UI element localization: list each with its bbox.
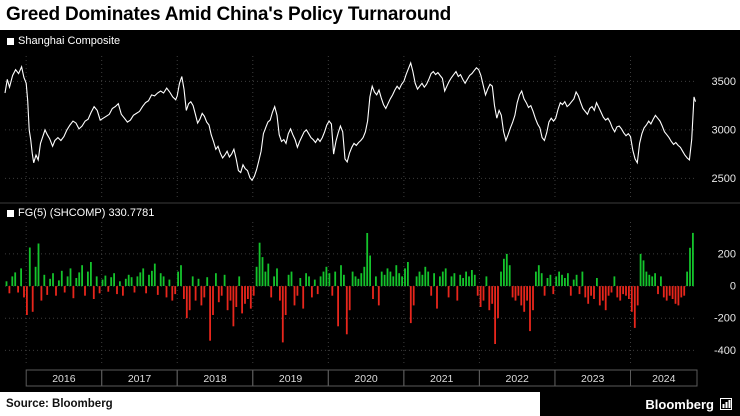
bloomberg-chart-icon [720,398,732,410]
svg-text:200: 200 [718,248,736,260]
legend-swatch-icon [7,209,14,217]
svg-text:2017: 2017 [128,373,152,385]
svg-text:2019: 2019 [279,373,303,385]
bloomberg-wordmark: Bloomberg [645,396,714,412]
svg-text:3500: 3500 [712,76,736,88]
legend-swatch-icon [7,37,14,45]
legend-shanghai-composite: Shanghai Composite [7,35,120,47]
chart-title: Greed Dominates Amid China's Policy Turn… [0,0,740,30]
svg-text:2020: 2020 [354,373,378,385]
svg-text:2022: 2022 [506,373,530,385]
svg-text:-200: -200 [714,313,736,325]
svg-text:0: 0 [730,281,736,293]
svg-text:3000: 3000 [712,124,736,136]
svg-text:2023: 2023 [581,373,605,385]
legend-label: Shanghai Composite [18,35,121,47]
svg-text:2018: 2018 [203,373,227,385]
svg-text:-400: -400 [714,345,736,357]
bloomberg-logo: Bloomberg [540,392,740,416]
svg-text:2021: 2021 [430,373,454,385]
footer-bar: Source: Bloomberg Bloomberg [0,392,740,416]
svg-text:2500: 2500 [712,173,736,185]
legend-fg5-shcomp: FG(5) (SHCOMP) 330.7781 [7,207,154,219]
svg-text:2016: 2016 [52,373,76,385]
svg-text:2024: 2024 [652,373,676,385]
legend-label: FG(5) (SHCOMP) 330.7781 [18,207,155,219]
source-credit: Source: Bloomberg [6,398,113,410]
